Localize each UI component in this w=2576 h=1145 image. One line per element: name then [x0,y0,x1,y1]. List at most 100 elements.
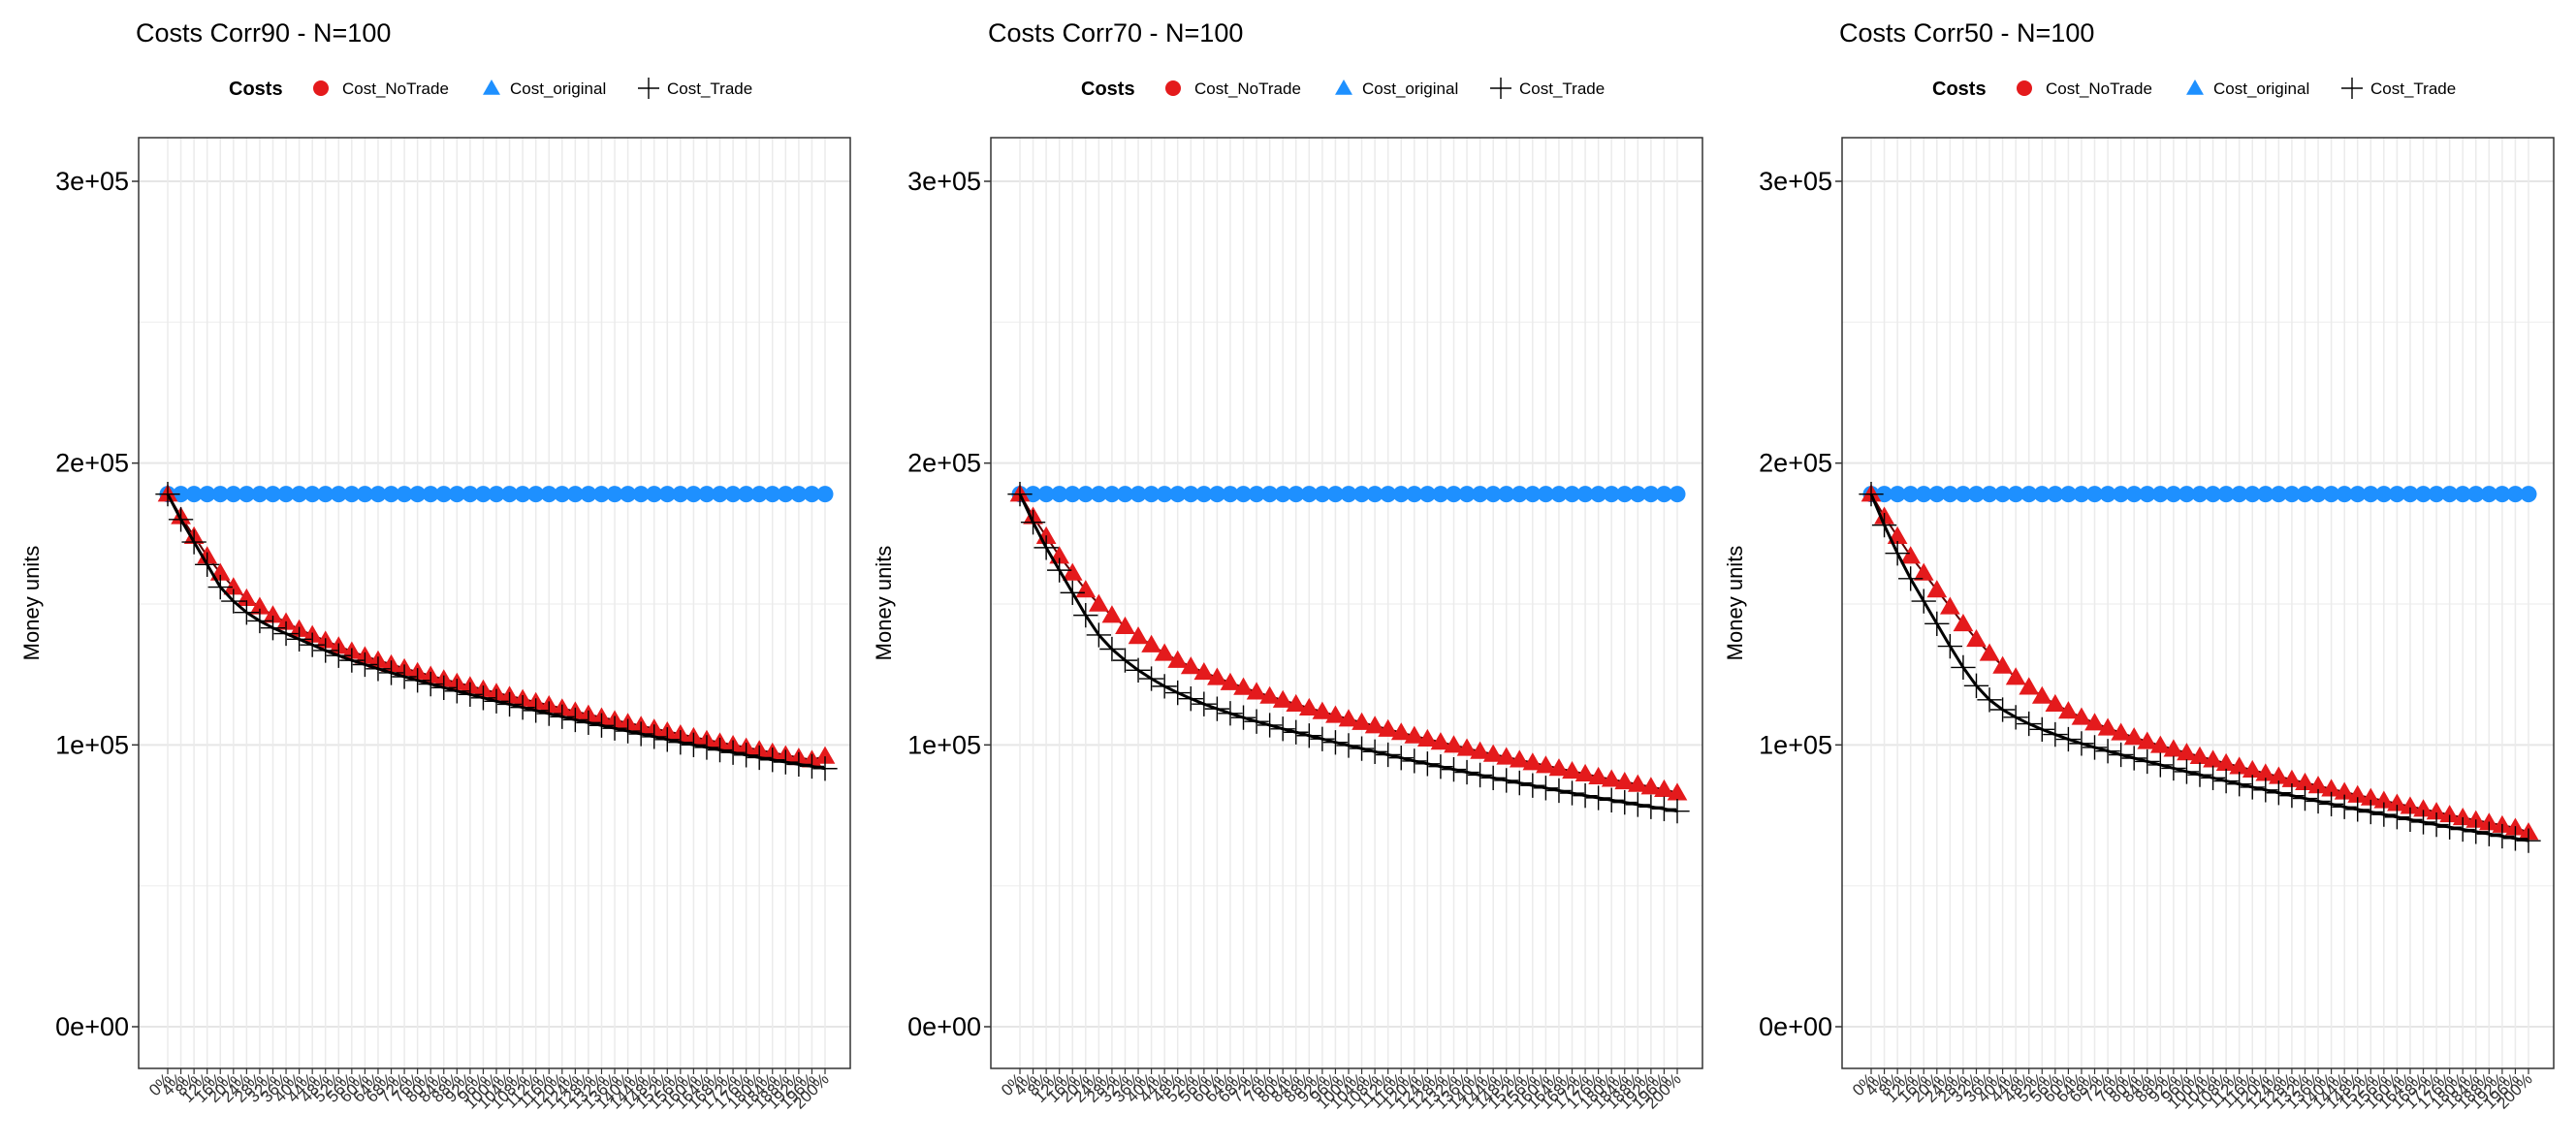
point-cost-original [1169,486,1187,503]
point-cost-trade [2253,778,2278,803]
legend-key-cost_original [2186,80,2204,95]
point-cost-original [2296,486,2313,503]
point-cost-notrade [2452,807,2473,826]
point-cost-trade [1454,759,1479,785]
point-cost-trade [1533,776,1559,801]
point-cost-trade [1559,780,1585,806]
point-cost-original [2178,486,2195,503]
point-cost-original [488,486,505,503]
point-cost-original [1642,486,1660,503]
point-cost-original [1590,486,1607,503]
point-cost-original [1326,486,1344,503]
point-cost-original [1037,486,1055,503]
point-cost-notrade [1536,755,1556,774]
point-cost-original [409,486,427,503]
point-cost-trade [799,753,825,779]
point-cost-notrade [1966,628,1987,648]
series-cost-notrade [1860,484,2539,841]
point-cost-trade [2424,811,2449,838]
point-cost-original [317,486,334,503]
point-cost-trade [2003,705,2028,730]
point-cost-notrade [1574,763,1596,782]
point-cost-notrade [2307,776,2329,794]
y-axis-title: Money units [872,546,896,661]
point-cost-notrade [2242,759,2263,778]
point-cost-original [2467,486,2485,503]
point-cost-trade [760,747,785,773]
point-cost-notrade [2163,739,2184,757]
point-cost-trade [2410,810,2436,835]
chart-title: Costs Corr50 - N=100 [1839,18,2094,48]
point-cost-trade [812,756,838,781]
point-cost-original [1116,486,1133,503]
point-cost-original [277,486,295,503]
point-cost-notrade [1352,712,1372,730]
point-cost-trade [720,740,746,765]
series-cost-original [1862,486,2537,503]
point-cost-trade [431,675,457,700]
point-cost-trade [260,616,286,641]
point-cost-original [1889,486,1906,503]
plot-area [1842,138,2554,1068]
point-cost-trade [1871,512,1897,538]
point-cost-original [396,486,413,503]
point-cost-trade [786,751,811,778]
point-cost-trade [221,588,246,614]
point-cost-trade [470,685,496,711]
point-cost-original [1314,486,1331,503]
legend-key-cost_notrade [2017,80,2032,96]
y-axis-title: Money units [1723,546,1747,661]
point-cost-notrade [1992,655,2013,674]
point-cost-original [1261,486,1279,503]
point-cost-notrade [2215,752,2237,771]
point-cost-original [2139,486,2156,503]
point-cost-trade [300,632,325,657]
point-cost-trade [1963,673,1989,698]
point-cost-original [461,486,479,503]
y-axis-title: Money units [19,546,44,661]
point-cost-trade [2095,739,2120,764]
point-cost-trade [707,737,733,763]
point-cost-original [1876,486,1893,503]
point-cost-notrade [2045,693,2066,712]
grid [1842,138,2554,1068]
point-cost-original [1182,486,1199,503]
point-cost-trade [2279,783,2305,809]
point-cost-trade [181,529,207,555]
point-cost-trade [2174,759,2200,784]
point-cost-notrade [1378,718,1399,737]
point-cost-original [1392,486,1410,503]
point-cost-original [2073,486,2090,503]
legend: Costs Cost_NoTrade Cost_original Cost_Trade [1932,78,2456,100]
point-cost-original [2441,486,2459,503]
point-cost-original [1941,486,1958,503]
point-cost-trade [694,735,719,760]
point-cost-original [435,486,453,503]
point-cost-trade [2332,794,2357,819]
point-cost-original [2428,486,2445,503]
point-cost-original [646,486,663,503]
point-cost-original [474,486,492,503]
point-cost-original [2480,486,2497,503]
point-cost-original [2047,486,2064,503]
point-cost-trade [155,481,180,507]
point-cost-trade [1665,798,1690,824]
point-cost-original [2520,486,2537,503]
point-cost-trade [339,648,365,673]
y-tick-label: 3e+05 [907,167,981,196]
point-cost-original [1915,486,1932,503]
point-cost-trade [1388,746,1414,771]
point-cost-trade [1192,691,1217,716]
point-cost-original [2388,486,2405,503]
point-cost-original [1511,486,1528,503]
legend-label: Cost_original [2213,80,2309,98]
legend-label: Cost_Trade [2370,80,2456,98]
point-cost-trade [286,626,312,652]
point-cost-trade [444,679,469,704]
point-cost-notrade [1601,769,1622,787]
point-cost-trade [1924,611,1950,636]
y-tick-label: 3e+05 [1759,167,1832,196]
point-cost-notrade [2439,805,2460,823]
point-cost-notrade [1588,766,1608,784]
point-cost-trade [2358,799,2383,825]
